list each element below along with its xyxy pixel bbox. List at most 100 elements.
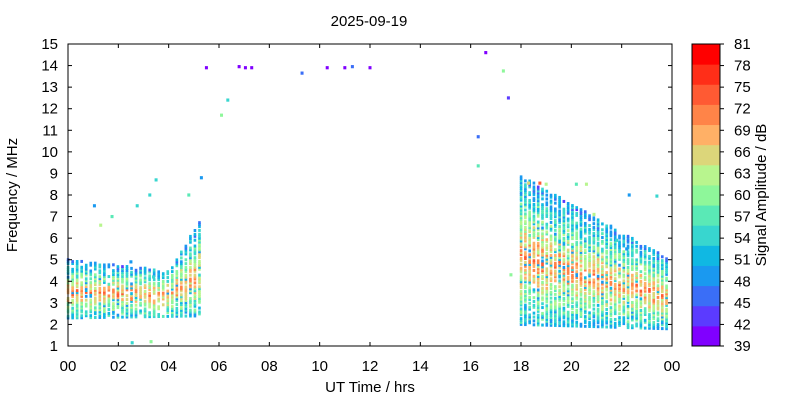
echo-mark: [566, 229, 570, 233]
echo-mark: [519, 212, 523, 216]
data-point: [130, 341, 134, 345]
echo-mark: [75, 298, 79, 302]
echo-mark: [562, 236, 566, 240]
echo-mark: [601, 274, 604, 278]
echo-mark: [71, 269, 74, 273]
echo-mark: [588, 257, 591, 261]
echo-mark: [566, 205, 570, 209]
echo-mark: [157, 270, 160, 274]
echo-mark: [112, 274, 115, 278]
echo-mark: [549, 296, 553, 300]
echo-mark: [536, 300, 540, 304]
echo-mark: [519, 286, 523, 290]
echo-mark: [635, 306, 638, 310]
echo-mark: [583, 231, 587, 235]
echo-mark: [528, 276, 531, 280]
echo-mark: [648, 299, 651, 303]
echo-mark: [524, 299, 527, 303]
echo-mark: [152, 272, 156, 276]
echo-mark: [532, 268, 536, 272]
echo-mark: [618, 308, 621, 312]
echo-mark: [562, 209, 566, 213]
echo-mark: [519, 307, 523, 311]
echo-mark: [519, 289, 523, 293]
echo-mark: [157, 287, 160, 291]
echo-mark: [180, 269, 183, 273]
echo-mark: [143, 291, 147, 295]
echo-mark: [618, 318, 621, 322]
colorbar-segment: [692, 285, 720, 307]
echo-mark: [130, 292, 133, 296]
echo-mark: [519, 276, 523, 280]
echo-mark: [618, 240, 621, 244]
colorbar-tick-label: 72: [734, 101, 751, 118]
echo-mark: [558, 306, 561, 310]
echo-mark: [588, 227, 591, 231]
echo-mark: [98, 306, 102, 310]
echo-mark: [562, 207, 566, 211]
echo-mark: [536, 243, 540, 247]
echo-mark: [579, 268, 583, 272]
echo-mark: [528, 193, 531, 197]
echo-mark: [103, 290, 106, 294]
echo-mark: [609, 325, 613, 329]
echo-mark: [116, 272, 120, 276]
echo-mark: [605, 296, 608, 300]
echo-mark: [656, 274, 660, 278]
echo-mark: [107, 288, 111, 292]
echo-mark: [575, 272, 579, 276]
echo-mark: [605, 249, 608, 253]
echo-mark: [579, 214, 583, 218]
echo-mark: [652, 276, 656, 280]
echo-mark: [596, 284, 600, 288]
echo-mark: [588, 247, 591, 251]
echo-mark: [588, 243, 591, 247]
echo-mark: [575, 223, 579, 227]
echo-mark: [139, 272, 142, 276]
echo-mark: [161, 276, 165, 280]
echo-mark: [524, 253, 527, 257]
echo-mark: [528, 185, 531, 189]
echo-mark: [558, 197, 561, 201]
echo-mark: [622, 308, 626, 312]
echo-mark: [609, 269, 613, 273]
echo-mark: [524, 293, 527, 297]
echo-mark: [541, 240, 544, 244]
echo-mark: [562, 246, 566, 250]
echo-mark: [536, 288, 540, 292]
echo-mark: [583, 324, 587, 328]
echo-mark: [519, 181, 523, 185]
echo-mark: [571, 244, 574, 248]
echo-mark: [161, 314, 165, 318]
echo-mark: [198, 291, 201, 295]
echo-mark: [660, 278, 664, 282]
echo-mark: [107, 298, 111, 302]
echo-mark: [89, 269, 93, 273]
echo-mark: [652, 321, 656, 325]
echo-mark: [588, 321, 591, 325]
echo-mark: [609, 261, 613, 265]
echo-mark: [605, 255, 608, 259]
echo-mark: [134, 278, 138, 282]
echo-mark: [605, 230, 608, 234]
echo-mark: [571, 252, 574, 256]
echo-mark: [618, 234, 621, 238]
echo-mark: [532, 241, 536, 245]
echo-mark: [562, 215, 566, 219]
echo-mark: [652, 268, 656, 272]
echo-mark: [583, 214, 587, 218]
echo-mark: [588, 235, 591, 239]
echo-mark: [639, 326, 643, 330]
echo-mark: [588, 258, 591, 262]
echo-mark: [566, 266, 570, 270]
echo-mark: [541, 302, 544, 306]
echo-mark: [519, 206, 523, 210]
echo-mark: [592, 294, 596, 298]
echo-mark: [562, 223, 566, 227]
echo-mark: [652, 297, 656, 301]
echo-mark: [592, 249, 596, 253]
echo-mark: [575, 320, 579, 324]
echo-mark: [566, 236, 570, 240]
echo-mark: [541, 313, 544, 317]
